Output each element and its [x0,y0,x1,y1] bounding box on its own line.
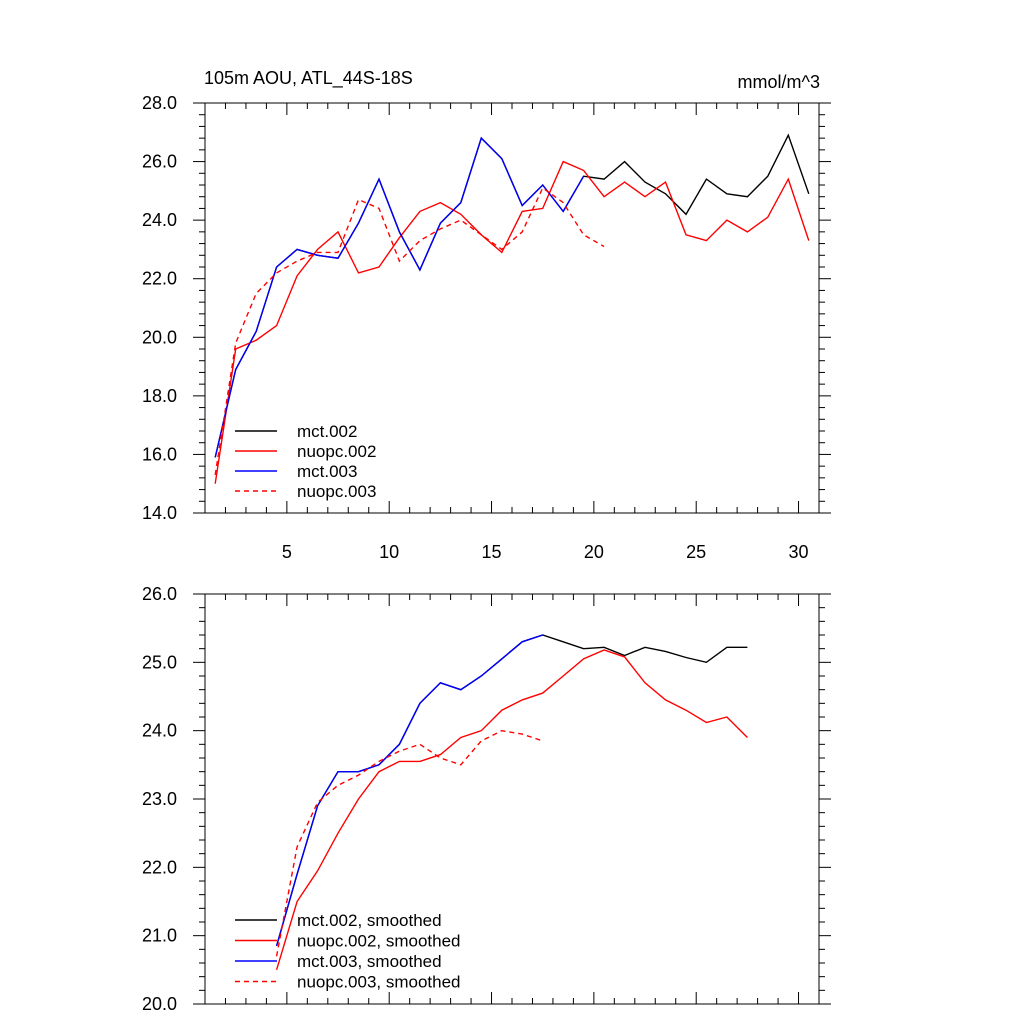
y-tick-label: 22.0 [142,269,177,289]
y-tick-label: 23.0 [142,789,177,809]
series-line-3 [275,634,543,947]
legend-label: mct.003 [297,462,357,481]
y-tick-label: 25.0 [142,652,177,672]
y-tick-label: 28.0 [142,93,177,113]
y-tick-label: 16.0 [142,444,177,464]
x-tick-label: 5 [282,542,292,562]
y-tick-label: 18.0 [142,386,177,406]
y-tick-label: 26.0 [142,584,177,604]
legend-label: nuopc.003, smoothed [297,973,461,992]
y-tick-label: 14.0 [142,503,177,523]
x-tick-label: 15 [482,542,502,562]
series-line-1 [275,634,748,947]
y-tick-label: 22.0 [142,857,177,877]
x-tick-label: 30 [789,542,809,562]
y-tick-label: 24.0 [142,721,177,741]
series-line-2 [275,649,748,971]
legend-label: nuopc.003 [297,482,376,501]
series-line-3 [214,136,585,458]
chart-title: 105m AOU, ATL_44S-18S [204,68,413,89]
legend-label: mct.003, smoothed [297,952,442,971]
legend-label: mct.002, smoothed [297,911,442,930]
x-tick-label: 25 [686,542,706,562]
panel-bottom: 20.0 21.0 22.0 23.0 24.0 25.0 26.0 mct.002, smo… [142,584,831,1014]
legend-label: nuopc.002, smoothed [297,932,461,951]
series-line-4 [275,729,543,957]
series-line-4 [214,186,605,476]
y-tick-label: 20.0 [142,994,177,1014]
x-tick-label: 20 [584,542,604,562]
panel-top: 5 10 15 20 25 30 14.0 16.0 18.0 20.0 22.0 24.0 26.0 2… [142,93,831,562]
chart-units: mmol/m^3 [738,72,820,92]
x-tick-label: 10 [379,542,399,562]
y-tick-label: 24.0 [142,210,177,230]
legend-label: mct.002 [297,422,357,441]
legend-label: nuopc.002 [297,442,376,461]
y-tick-label: 20.0 [142,327,177,347]
y-tick-label: 26.0 [142,152,177,172]
y-tick-label: 21.0 [142,926,177,946]
